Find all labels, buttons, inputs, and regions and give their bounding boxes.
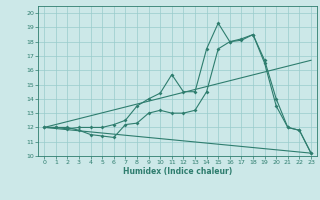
X-axis label: Humidex (Indice chaleur): Humidex (Indice chaleur)	[123, 167, 232, 176]
